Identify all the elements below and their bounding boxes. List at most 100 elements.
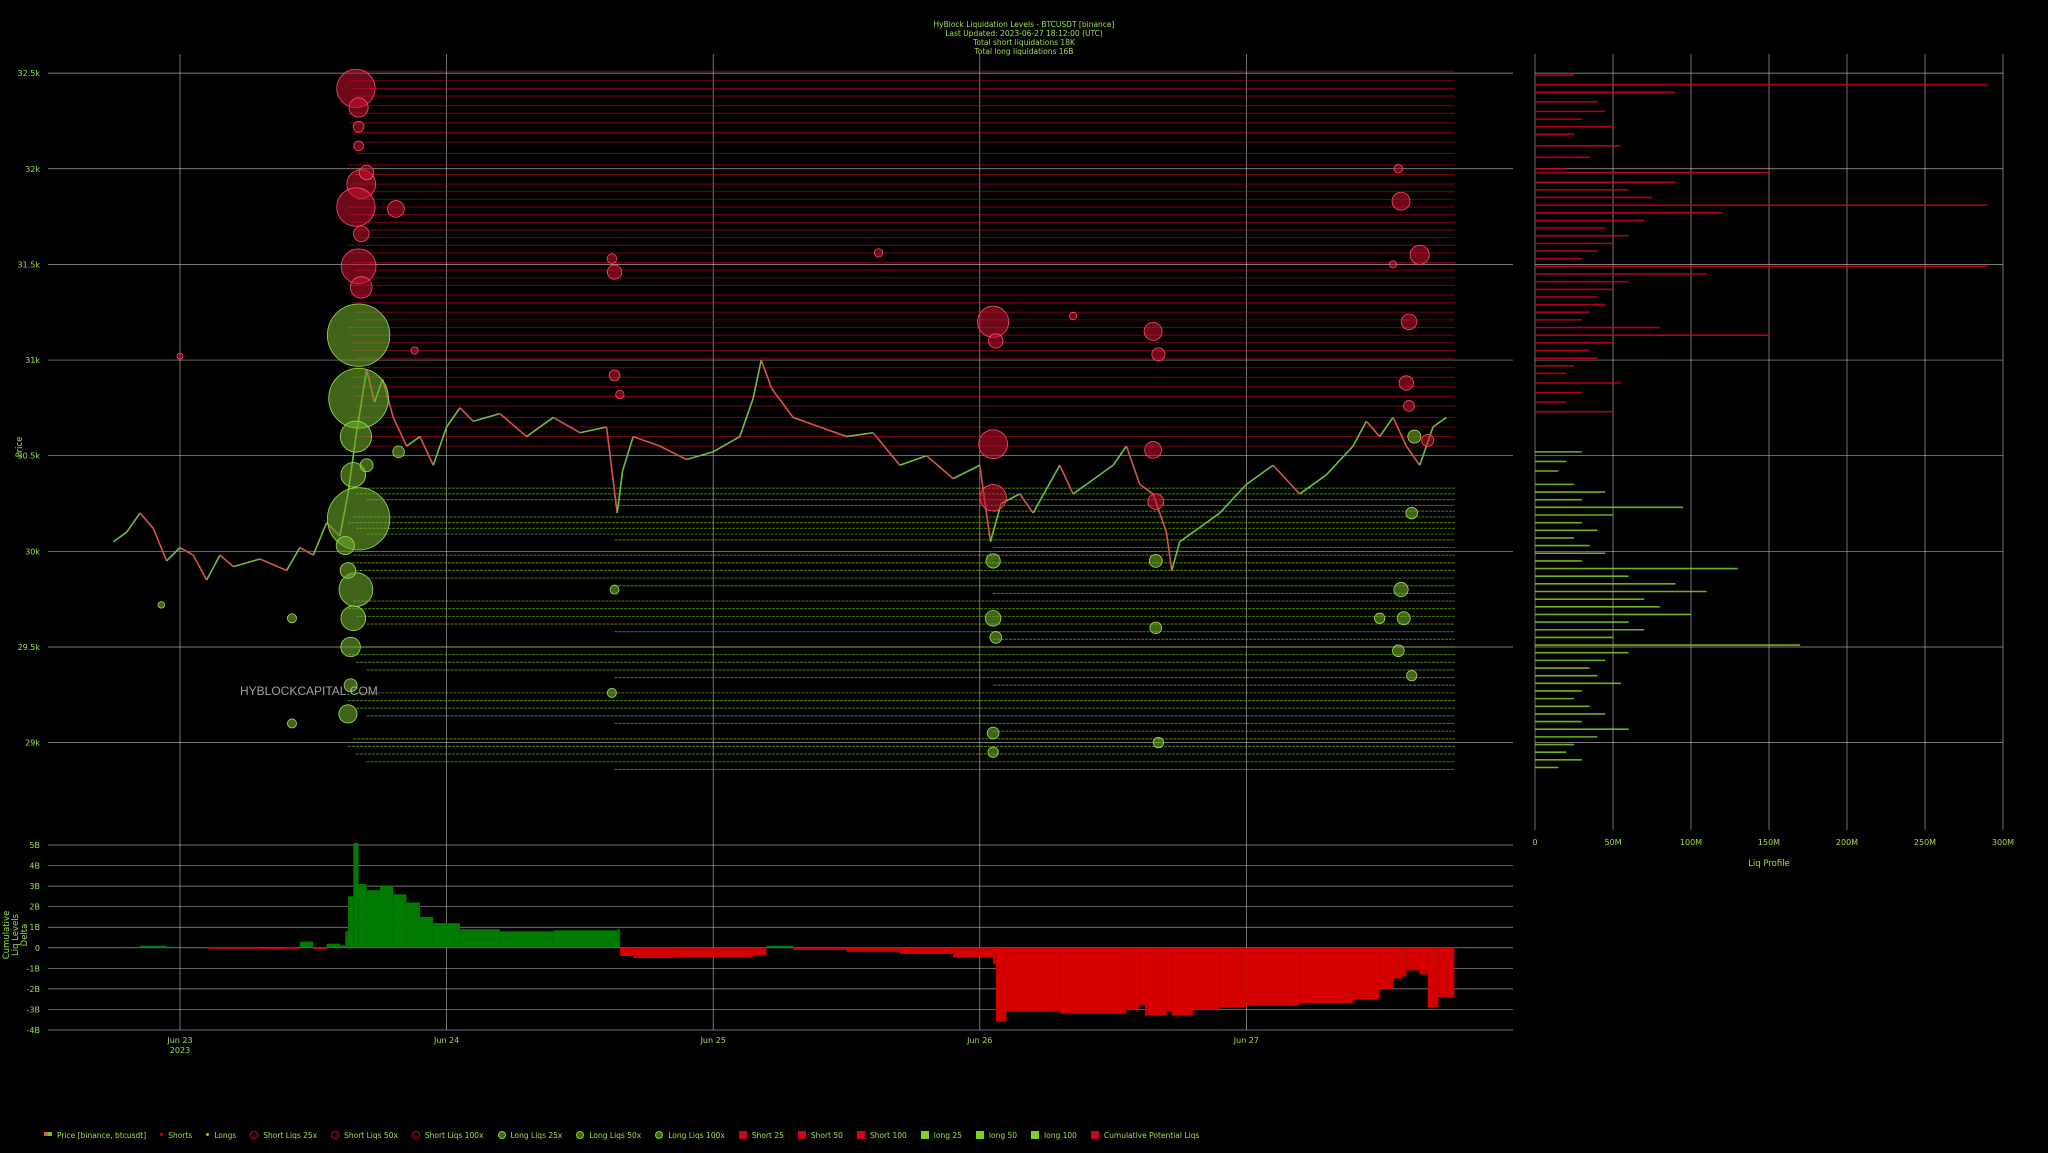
legend-label: Short Liqs 25x [263,1131,318,1140]
long-liq-bubble [340,462,367,488]
legend-swatch [250,1131,259,1139]
delta-bar [1171,947,1194,1016]
short-level-lines [347,70,1455,447]
legend-item[interactable]: long 25 [920,1131,962,1140]
long-liq-bubble [335,536,355,556]
short-liq-bubble [176,352,184,360]
price-segment [473,412,501,423]
price-tick-label: 31.5k [18,260,41,269]
last-updated-value: 2023-06-27 18:12:00 (UTC) [1000,29,1103,38]
short-liq-bubble [1409,244,1430,265]
delta-bar [339,945,346,948]
legend-item[interactable]: Long Liqs 25x [497,1131,562,1140]
price-tick-label: 32.5k [18,69,41,78]
short-liq-bubble [1403,400,1415,412]
legend-item[interactable]: Shorts [160,1131,192,1140]
price-segment [233,558,261,568]
cumulative-delta-panel: 5B 4B 3B 2B 1B 0 -1B -2B -3B -4B [27,841,1513,1035]
profile-tick-label: 250M [1914,838,1936,847]
price-segment [659,445,687,461]
price-segment [1299,474,1327,495]
time-tick-label: Jun 27 [1233,1036,1259,1045]
price-segment [712,435,741,453]
long-liq-bubble [1393,582,1409,598]
legend-item[interactable]: Short Liqs 25x [250,1131,317,1140]
legend-swatch [497,1131,506,1139]
price-grid [48,54,2004,1030]
legend-item[interactable]: Short Liqs 100x [411,1131,484,1140]
price-segment [432,426,448,466]
delta-bar [406,902,420,948]
long-liq-bubble [287,613,297,624]
delta-bar [206,947,260,949]
price-segment [1272,464,1301,495]
legend-item[interactable]: long 50 [975,1131,1018,1140]
delta-tick-label: 5B [29,841,40,850]
legend-swatch [738,1131,747,1139]
price-segment [299,546,314,556]
delta-tick-label: 0 [35,944,40,953]
price-segment [819,426,847,438]
price-segment [312,522,328,556]
long-liq-bubble [157,601,165,609]
delta-bar [633,947,674,959]
long-liq-bubble [1149,621,1163,635]
legend-label: long 50 [988,1131,1018,1140]
legend-label: Long Liqs 50x [589,1131,642,1140]
price-segment [1325,445,1354,476]
legend-item[interactable]: Short Liqs 50x [331,1131,398,1140]
price-segment [166,546,181,562]
legend-item[interactable]: Long Liqs 50x [576,1131,641,1140]
delta-bar [1427,947,1439,1008]
price-segment [1170,541,1181,571]
legend-item[interactable]: Price [binance, btcusdt] [44,1131,146,1140]
legend-label: Long Liqs 100x [668,1131,725,1140]
short-liq-bubble [387,200,405,218]
profile-tick-label: 0 [1532,838,1537,847]
delta-bar [459,929,500,948]
price-segment [925,455,954,480]
price-segment [1392,417,1408,447]
legend-item[interactable]: Short 100 [856,1131,907,1140]
delta-bar [419,916,434,948]
legend-item[interactable]: long 100 [1031,1131,1077,1140]
price-segment [1085,464,1114,486]
price-segment [1165,532,1173,571]
delta-bar [899,947,954,954]
legend-item[interactable]: Short 25 [738,1131,784,1140]
liquidation-bubbles [157,68,1435,758]
price-segment [632,435,661,447]
legend-label: long 100 [1044,1131,1077,1140]
price-segment [739,398,754,437]
delta-bar [379,886,394,948]
long-liq-bubble [328,368,389,429]
price-segment [752,359,762,399]
price-segment [846,431,874,438]
legend-swatch [576,1131,585,1139]
short-liq-bubble [352,120,365,133]
legend-item[interactable]: Longs [206,1131,236,1140]
delta-bar [1059,947,1127,1014]
time-tick-label: Jun 24 [433,1036,459,1045]
price-tick-label: 29.5k [18,643,41,652]
delta-bar [1139,947,1146,1006]
legend-item[interactable]: Cumulative Potential Liqs [1090,1131,1200,1140]
legend-item[interactable]: Short 50 [797,1131,843,1140]
profile-tick-label: 200M [1836,838,1858,847]
short-liq-bubble [1393,164,1403,174]
long-liq-bubble [987,746,999,758]
legend-item[interactable]: Long Liqs 100x [655,1131,725,1140]
short-liq-bubble [359,164,375,181]
price-segment [579,426,607,434]
delta-bar [166,946,180,948]
short-liq-bubble [1389,260,1398,269]
price-segment [392,417,408,447]
price-axis-title: Price [15,437,25,458]
legend-label: Short Liqs 100x [424,1131,484,1140]
delta-bar [499,931,554,948]
legend-label: Cumulative Potential Liqs [1103,1131,1200,1140]
short-liq-bubble [873,248,884,258]
delta-tick-label: 3B [29,882,40,891]
legend-swatch [44,1132,52,1136]
